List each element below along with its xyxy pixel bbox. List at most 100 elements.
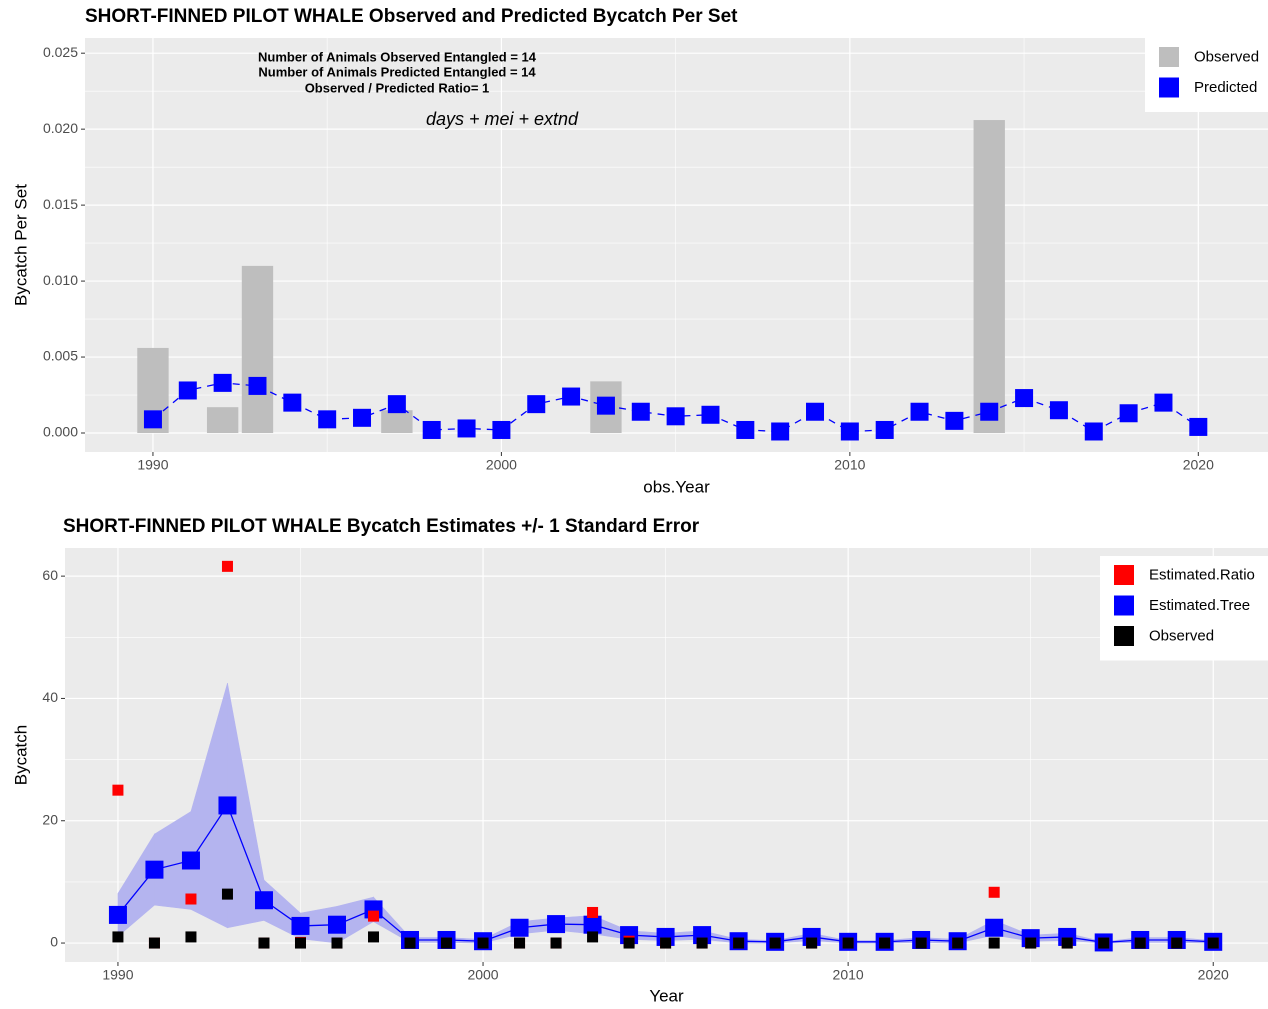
point [294, 937, 306, 949]
point [112, 931, 124, 943]
x-tick-label: 2000 [486, 457, 517, 473]
point [331, 937, 343, 949]
point [733, 937, 745, 949]
annotation: Number of Animals Observed Entangled = 1… [258, 49, 537, 64]
point [213, 373, 232, 392]
legend-label: Estimated.Ratio [1149, 566, 1255, 583]
point [915, 937, 927, 949]
point [875, 420, 894, 439]
legend-key [1159, 47, 1179, 67]
point [527, 395, 546, 414]
point [596, 396, 615, 415]
y-tick-label: 0.000 [43, 424, 78, 440]
point [701, 405, 720, 424]
point [185, 931, 197, 943]
point [842, 937, 854, 949]
point [666, 407, 685, 426]
y-tick-label: 0 [50, 934, 58, 950]
point [988, 937, 1000, 949]
y-tick-label: 0.005 [43, 348, 78, 364]
point [368, 910, 380, 922]
point [327, 915, 346, 934]
point [148, 937, 160, 949]
bar [381, 410, 413, 434]
chart-title: SHORT-FINNED PILOT WHALE Observed and Pr… [85, 6, 738, 27]
annotation: Observed / Predicted Ratio= 1 [305, 80, 490, 95]
y-tick-label: 0.020 [43, 120, 78, 136]
x-tick-label: 2020 [1198, 967, 1229, 983]
point [562, 387, 581, 406]
point [945, 411, 964, 430]
x-tick-label: 1990 [137, 457, 168, 473]
point [318, 410, 337, 429]
annotation: Number of Animals Predicted Entangled = … [258, 64, 536, 79]
y-tick-label: 0.010 [43, 272, 78, 288]
x-tick-label: 2010 [834, 457, 865, 473]
legend-label: Estimated.Tree [1149, 597, 1250, 614]
point [181, 851, 200, 870]
bar [973, 120, 1005, 434]
point [492, 420, 511, 439]
point [1084, 422, 1103, 441]
point [1134, 937, 1146, 949]
point [514, 937, 526, 949]
point [1025, 937, 1037, 949]
x-axis-label: obs.Year [643, 477, 710, 496]
point [623, 937, 635, 949]
point [1171, 937, 1183, 949]
legend-label: Observed [1149, 627, 1214, 644]
point [248, 376, 267, 395]
point [840, 422, 859, 441]
point [283, 393, 302, 412]
y-tick-label: 0.025 [43, 44, 78, 60]
point [422, 420, 441, 439]
point [404, 937, 416, 949]
point [221, 560, 233, 572]
bar [206, 407, 239, 434]
point [587, 931, 599, 943]
point [1061, 937, 1073, 949]
x-tick-label: 2020 [1183, 457, 1214, 473]
point [769, 937, 781, 949]
legend-key [1159, 77, 1179, 98]
point [980, 402, 999, 421]
x-axis-label: Year [649, 986, 684, 1005]
point [1154, 393, 1173, 412]
x-tick-label: 2000 [467, 967, 498, 983]
point [1119, 404, 1138, 423]
point [696, 937, 708, 949]
point [1207, 937, 1219, 949]
annotation: days + mei + extnd [426, 109, 579, 129]
point [988, 886, 1000, 898]
point [218, 796, 237, 815]
point [185, 893, 197, 905]
x-tick-label: 1990 [102, 967, 133, 983]
point [587, 906, 599, 918]
y-axis-label: Bycatch [11, 725, 30, 785]
point [879, 937, 891, 949]
point [221, 888, 233, 900]
point [550, 937, 562, 949]
legend-key [1114, 595, 1134, 616]
legend-label: Observed [1194, 48, 1259, 65]
point [178, 381, 197, 400]
point [254, 891, 273, 910]
point [631, 402, 650, 421]
point [771, 422, 790, 441]
y-axis-label: Bycatch Per Set [11, 184, 30, 306]
point [353, 408, 372, 427]
point [1189, 417, 1208, 436]
point [108, 905, 127, 924]
y-tick-label: 40 [42, 689, 58, 705]
bar [241, 265, 274, 434]
legend-key [1114, 626, 1134, 646]
point [510, 918, 529, 937]
point [547, 915, 566, 934]
y-tick-label: 20 [42, 811, 58, 827]
chart-title: SHORT-FINNED PILOT WHALE Bycatch Estimat… [63, 516, 700, 537]
point [736, 420, 755, 439]
point [368, 931, 380, 943]
legend-key [1114, 565, 1134, 585]
point [291, 916, 310, 935]
